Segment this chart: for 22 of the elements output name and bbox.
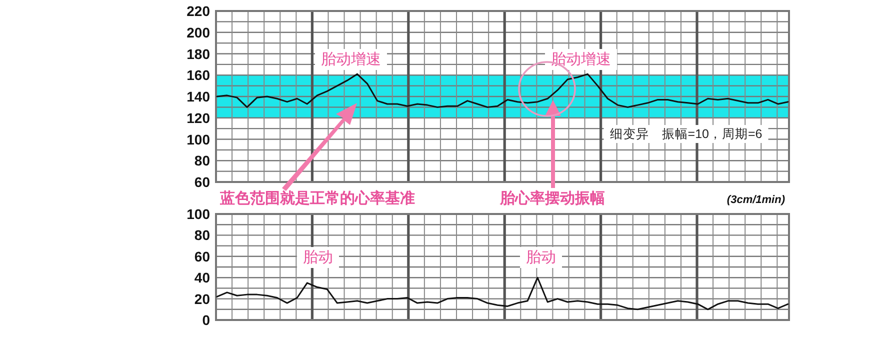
y-tick-label: 0 [202, 312, 210, 328]
y-tick-label: 100 [186, 206, 210, 222]
y-tick-label: 200 [186, 24, 210, 40]
y-tick-label: 40 [194, 270, 210, 286]
y-tick-label: 120 [186, 110, 210, 126]
y-tick-label: 60 [194, 248, 210, 264]
y-tick-label: 160 [186, 67, 210, 84]
text: (3cm/1min) [726, 194, 786, 206]
annotation: 胎动 [303, 249, 333, 266]
y-tick-label: 140 [186, 88, 210, 104]
y-tick-label: 20 [194, 290, 210, 307]
y-tick-label: 100 [186, 131, 210, 148]
text: 蓝色范围就是正常的心率基准 [219, 189, 415, 207]
annotation: 细变异 振幅=10，周期=6 [610, 127, 762, 141]
y-tick-label: 80 [194, 152, 210, 169]
annotation: 胎动增速 [321, 51, 381, 68]
annotation: 胎动 [526, 249, 556, 266]
y-tick-label: 60 [194, 174, 210, 190]
y-tick-label: 180 [186, 46, 210, 62]
y-tick-label: 80 [194, 227, 210, 244]
text: 胎心率摆动振幅 [499, 189, 605, 207]
y-tick-label: 220 [186, 3, 210, 19]
